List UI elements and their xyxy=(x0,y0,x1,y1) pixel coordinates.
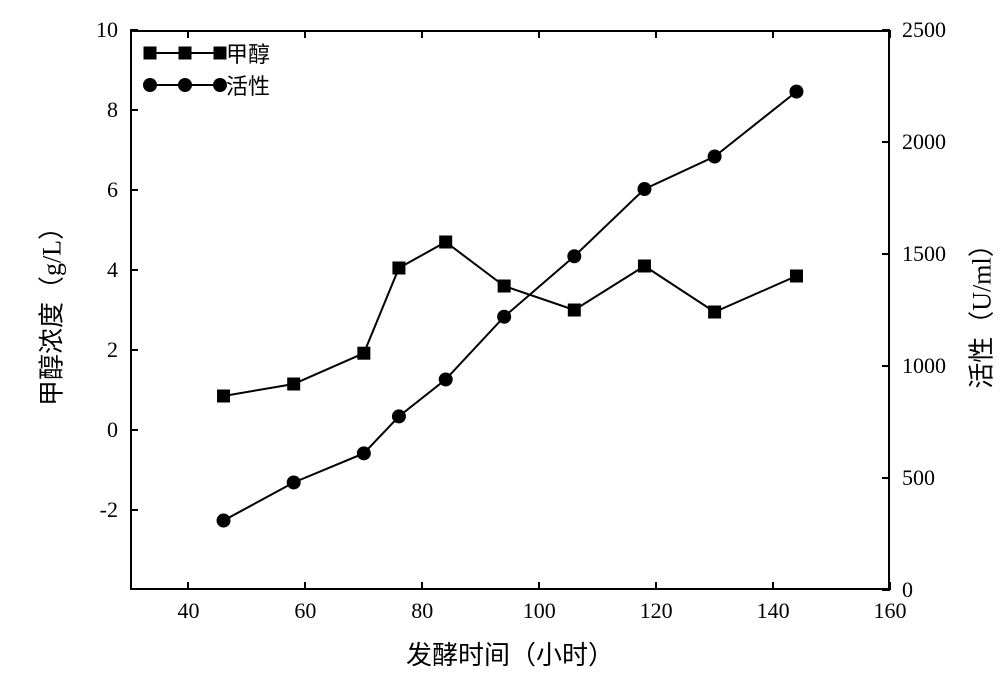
tick-label: 8 xyxy=(107,97,118,123)
axis-tick xyxy=(421,582,423,590)
axis-tick xyxy=(882,141,890,143)
tick-label: 0 xyxy=(107,417,118,443)
axis-tick xyxy=(130,429,138,431)
tick-label: 40 xyxy=(177,598,199,624)
tick-label: 140 xyxy=(757,598,790,624)
axis-tick xyxy=(187,30,189,38)
axis-tick xyxy=(130,109,138,111)
y-left-axis-label: 甲醇浓度（g/L） xyxy=(32,214,69,406)
axis-tick xyxy=(130,29,138,31)
tick-label: 100 xyxy=(523,598,556,624)
circle-marker-icon xyxy=(178,78,192,92)
axis-tick xyxy=(130,269,138,271)
axis-tick xyxy=(882,29,890,31)
tick-label: 2 xyxy=(107,337,118,363)
y-right-axis-label: 活性（U/ml） xyxy=(962,231,999,388)
axis-tick xyxy=(882,589,890,591)
tick-label: -2 xyxy=(100,497,118,523)
x-axis-label: 发酵时间（小时） xyxy=(406,635,614,672)
tick-label: 1500 xyxy=(902,241,946,267)
tick-label: 2500 xyxy=(902,17,946,43)
tick-label: 4 xyxy=(107,257,118,283)
axis-tick xyxy=(421,30,423,38)
legend-swatch xyxy=(150,72,220,98)
axis-tick xyxy=(882,477,890,479)
axis-tick xyxy=(882,253,890,255)
axis-tick xyxy=(538,30,540,38)
legend-item: 活性 xyxy=(150,72,270,98)
axis-tick xyxy=(187,582,189,590)
chart-root: 406080100120140160-202468100500100015002… xyxy=(0,0,1000,688)
square-marker-icon xyxy=(179,47,192,60)
axis-tick xyxy=(304,30,306,38)
tick-label: 6 xyxy=(107,177,118,203)
square-marker-icon xyxy=(214,47,227,60)
axis-tick xyxy=(130,349,138,351)
axis-tick xyxy=(889,30,891,38)
axis-tick xyxy=(772,582,774,590)
legend-swatch xyxy=(150,40,220,66)
tick-label: 1000 xyxy=(902,353,946,379)
square-marker-icon xyxy=(144,47,157,60)
legend: 甲醇活性 xyxy=(150,40,270,98)
circle-marker-icon xyxy=(143,78,157,92)
axis-tick xyxy=(538,582,540,590)
tick-label: 120 xyxy=(640,598,673,624)
tick-label: 80 xyxy=(411,598,433,624)
legend-label: 甲醇 xyxy=(226,37,270,69)
axis-tick xyxy=(655,582,657,590)
axis-tick xyxy=(655,30,657,38)
legend-label: 活性 xyxy=(226,69,270,101)
tick-label: 0 xyxy=(902,577,913,603)
axis-tick xyxy=(304,582,306,590)
axis-tick xyxy=(130,189,138,191)
axis-tick xyxy=(772,30,774,38)
axis-tick xyxy=(882,365,890,367)
tick-label: 60 xyxy=(294,598,316,624)
tick-label: 2000 xyxy=(902,129,946,155)
plot-area xyxy=(130,30,890,590)
tick-label: 10 xyxy=(96,17,118,43)
legend-item: 甲醇 xyxy=(150,40,270,66)
circle-marker-icon xyxy=(213,78,227,92)
tick-label: 500 xyxy=(902,465,935,491)
axis-tick xyxy=(130,509,138,511)
